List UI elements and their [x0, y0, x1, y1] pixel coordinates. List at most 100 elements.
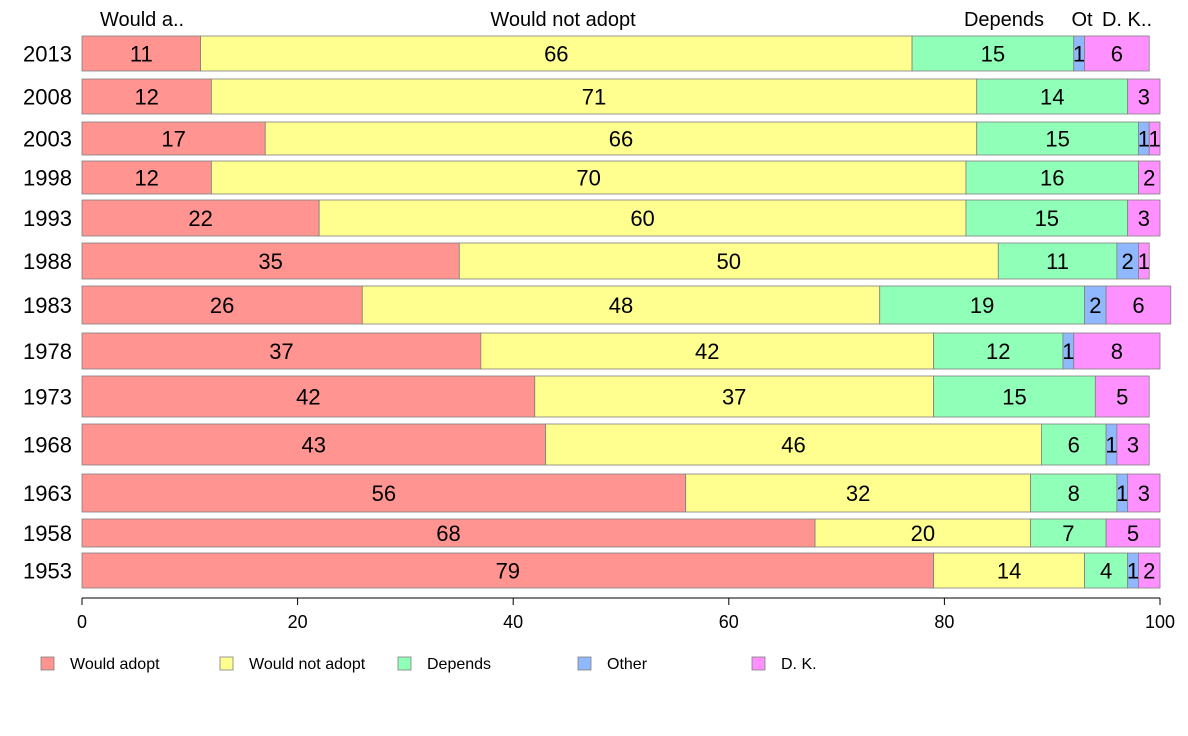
bar-segment [1127, 473, 1161, 513]
data-label: 11 [1046, 249, 1069, 274]
data-label: 6 [1111, 42, 1123, 67]
x-tick-label: 0 [77, 612, 87, 632]
data-label: 1 [1105, 433, 1117, 458]
x-tick-label: 20 [288, 612, 308, 632]
y-tick-label: 1958 [23, 521, 72, 546]
bar-segment [81, 35, 201, 72]
legend-item: Other [577, 656, 648, 673]
data-label: 56 [372, 481, 396, 506]
data-label: 20 [911, 521, 935, 546]
legend-swatch [397, 656, 412, 671]
data-label: 42 [695, 339, 719, 364]
bar-segment [1116, 423, 1150, 466]
bar-segment [81, 332, 482, 370]
y-tick-label: 1953 [23, 559, 72, 584]
legend-label: D. K. [781, 656, 817, 673]
bar-segment [318, 199, 967, 237]
y-tick-label: 1978 [23, 339, 72, 364]
bar-segment [976, 78, 1129, 115]
data-label: 12 [986, 339, 1010, 364]
legend-label: Depends [427, 656, 491, 673]
y-tick-label: 1993 [23, 206, 72, 231]
data-label: 79 [496, 559, 520, 584]
bar-segment [1138, 160, 1161, 195]
legend-swatch [751, 656, 766, 671]
data-label: 3 [1138, 85, 1150, 110]
bar-segment [1138, 552, 1161, 589]
y-tick-label: 2003 [23, 127, 72, 152]
bar-segment [1105, 518, 1161, 548]
data-label: 22 [188, 206, 212, 231]
bar-segment [200, 35, 913, 72]
top-series-label: Would a.. [100, 9, 184, 31]
data-label: 66 [609, 127, 633, 152]
data-label: 66 [544, 42, 568, 67]
bar-segment [81, 423, 546, 466]
bar-segment [1148, 121, 1161, 156]
bar-segment [81, 121, 266, 156]
data-label: 8 [1111, 339, 1123, 364]
data-label: 37 [269, 339, 293, 364]
bar-segment [933, 375, 1096, 418]
bar-segment [81, 285, 363, 325]
legend-item: Would not adopt [219, 656, 366, 673]
data-label: 35 [258, 249, 282, 274]
data-label: 1 [1138, 127, 1150, 152]
bar-segment [264, 121, 978, 156]
data-label: 32 [846, 481, 870, 506]
data-label: 3 [1138, 481, 1150, 506]
data-label: 4 [1100, 559, 1112, 584]
bar-segment [1105, 285, 1172, 325]
bar-segment [976, 121, 1139, 156]
bar-segment [1084, 35, 1150, 72]
data-label: 2 [1143, 559, 1155, 584]
data-label: 1 [1138, 249, 1150, 274]
top-series-label: Depends [964, 9, 1044, 31]
bar-segment [1094, 375, 1150, 418]
data-label: 2 [1122, 249, 1134, 274]
data-label: 1 [1062, 339, 1074, 364]
legend-label: Would not adopt [249, 656, 366, 673]
legend-item: Depends [397, 656, 491, 673]
bar-segment [545, 423, 1042, 466]
data-label: 5 [1116, 385, 1128, 410]
data-label: 11 [130, 42, 153, 67]
data-label: 71 [582, 85, 606, 110]
bar-segment [1041, 423, 1107, 466]
data-label: 15 [1002, 385, 1026, 410]
data-label: 50 [717, 249, 741, 274]
data-label: 1 [1073, 42, 1085, 67]
data-label: 26 [210, 293, 234, 318]
bar-segment [81, 199, 320, 237]
data-label: 3 [1127, 433, 1139, 458]
data-label: 14 [1040, 85, 1064, 110]
bar-segment [361, 285, 881, 325]
data-label: 1 [1148, 127, 1160, 152]
data-label: 6 [1132, 293, 1144, 318]
data-label: 5 [1127, 521, 1139, 546]
top-series-label: Would not adopt [490, 9, 636, 31]
data-label: 43 [302, 433, 326, 458]
bar-segment [965, 199, 1129, 237]
data-label: 19 [970, 293, 994, 318]
y-tick-label: 1988 [23, 249, 72, 274]
legend-swatch [219, 656, 234, 671]
bar-segment [534, 375, 935, 418]
legend-item: Would adopt [40, 656, 160, 673]
y-tick-label: 2008 [23, 85, 72, 110]
bar-segment [814, 518, 1032, 548]
bar-segment [458, 242, 999, 280]
bar-segment [1030, 473, 1118, 513]
bar-segment [1127, 78, 1161, 115]
data-label: 46 [781, 433, 805, 458]
bar-segment [480, 332, 935, 370]
data-label: 37 [722, 385, 746, 410]
y-tick-label: 1973 [23, 385, 72, 410]
data-label: 15 [981, 42, 1005, 67]
bar-segment [1127, 199, 1161, 237]
data-label: 15 [1045, 127, 1069, 152]
data-label: 8 [1068, 481, 1080, 506]
bar-segment [1084, 552, 1129, 589]
legend-swatch [577, 656, 592, 671]
